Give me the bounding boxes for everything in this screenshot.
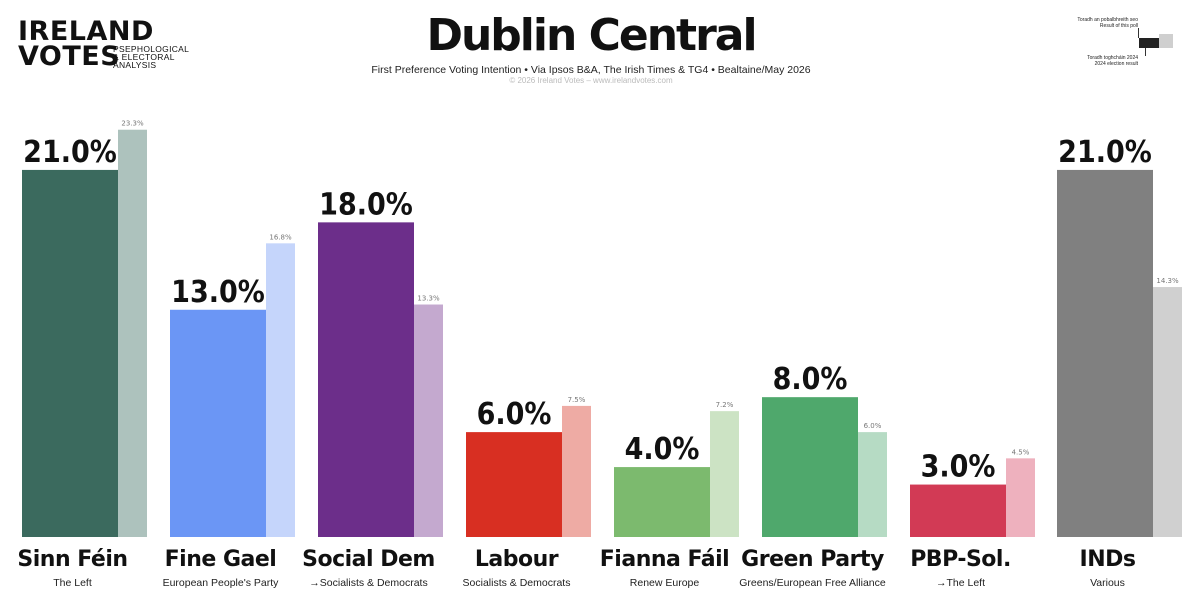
data-label-current-pbp-sol: 3.0% (921, 450, 996, 485)
data-label-previous-fianna-fail: 7.2% (716, 401, 734, 409)
data-label-previous-sinn-fein: 23.3% (121, 120, 144, 128)
group-label-sinn-fein: The Left (53, 577, 92, 589)
category-label-social-dem: Social Dem (302, 547, 435, 572)
bar-previous-labour (562, 405, 591, 537)
category-label-fine-gael: Fine Gael (165, 547, 277, 572)
legend-leader-line-1 (1138, 28, 1139, 38)
group-label-pbp-sol: →The Left (936, 577, 985, 589)
data-label-previous-pbp-sol: 4.5% (1012, 448, 1030, 456)
data-label-previous-social-dem: 13.3% (417, 295, 440, 303)
bar-previous-fianna-fail (710, 411, 739, 537)
category-label-green-party: Green Party (741, 547, 884, 572)
bar-previous-fine-gael (266, 243, 295, 537)
group-label-social-dem: →Socialists & Democrats (309, 577, 427, 589)
group-label-labour: Socialists & Democrats (463, 577, 571, 589)
data-label-previous-fine-gael: 16.8% (269, 233, 292, 241)
data-label-current-fine-gael: 13.0% (171, 275, 265, 310)
bar-current-green-party (762, 397, 858, 537)
logo-tagline-3: ANALYSIS (113, 60, 157, 70)
category-label-pbp-sol: PBP-Sol. (910, 547, 1011, 572)
data-label-current-inds: 21.0% (1058, 135, 1152, 170)
bar-current-fine-gael (170, 309, 266, 537)
legend-swatch-current (1139, 38, 1159, 48)
bar-previous-sinn-fein (118, 129, 147, 537)
data-label-current-green-party: 8.0% (773, 362, 848, 397)
page-subtitle: First Preference Voting Intention • Via … (371, 64, 811, 76)
legend-prev-label-1: Toradh toghcháin 2024 (1087, 55, 1138, 61)
group-label-fine-gael: European People's Party (163, 577, 280, 589)
bar-current-social-dem (318, 222, 414, 538)
data-label-current-labour: 6.0% (477, 397, 552, 432)
legend-leader-line-2 (1145, 48, 1146, 56)
bar-previous-inds (1153, 287, 1182, 537)
bar-current-labour (466, 432, 562, 537)
category-label-inds: INDs (1080, 547, 1136, 572)
logo-tagline-1: PSEPHOLOGICAL (113, 44, 190, 54)
group-label-inds: Various (1090, 577, 1125, 589)
data-label-current-sinn-fein: 21.0% (23, 135, 117, 170)
logo-line-2: VOTES (18, 41, 121, 72)
bar-previous-pbp-sol (1006, 458, 1035, 537)
data-label-current-fianna-fail: 4.0% (625, 432, 700, 467)
legend-prev-label-2: 2024 election result (1094, 61, 1138, 67)
bar-current-sinn-fein (22, 169, 118, 538)
chart-legend: Toradh an pobalbhreith seo Result of thi… (1077, 17, 1190, 73)
bar-current-fianna-fail (614, 467, 710, 537)
copyright-credit: © 2026 Ireland Votes – www.irelandvotes.… (509, 76, 673, 85)
ireland-votes-logo: IRELAND VOTES PSEPHOLOGICAL & ELECTORAL … (18, 16, 208, 76)
logo-tagline-2: & ELECTORAL (113, 52, 175, 62)
group-label-fianna-fail: Renew Europe (630, 577, 700, 589)
bar-current-inds (1057, 169, 1153, 538)
category-label-fianna-fail: Fianna Fáil (600, 547, 729, 572)
legend-poll-label-1: Toradh an pobalbhreith seo (1077, 17, 1138, 23)
data-label-previous-green-party: 6.0% (864, 422, 882, 430)
logo-line-1: IRELAND (18, 16, 154, 47)
legend-swatch-previous (1159, 34, 1173, 48)
bar-current-pbp-sol (910, 484, 1006, 537)
bar-previous-social-dem (414, 304, 443, 537)
legend-poll-label-2: Result of this poll (1099, 23, 1138, 29)
data-label-previous-inds: 14.3% (1156, 277, 1179, 285)
category-label-sinn-fein: Sinn Féin (17, 547, 127, 572)
group-label-green-party: Greens/European Free Alliance (739, 577, 886, 589)
category-label-labour: Labour (475, 547, 559, 572)
bar-previous-green-party (858, 432, 887, 537)
data-label-previous-labour: 7.5% (568, 396, 586, 404)
data-label-current-social-dem: 18.0% (319, 187, 413, 222)
page-title: Dublin Central (426, 10, 757, 61)
